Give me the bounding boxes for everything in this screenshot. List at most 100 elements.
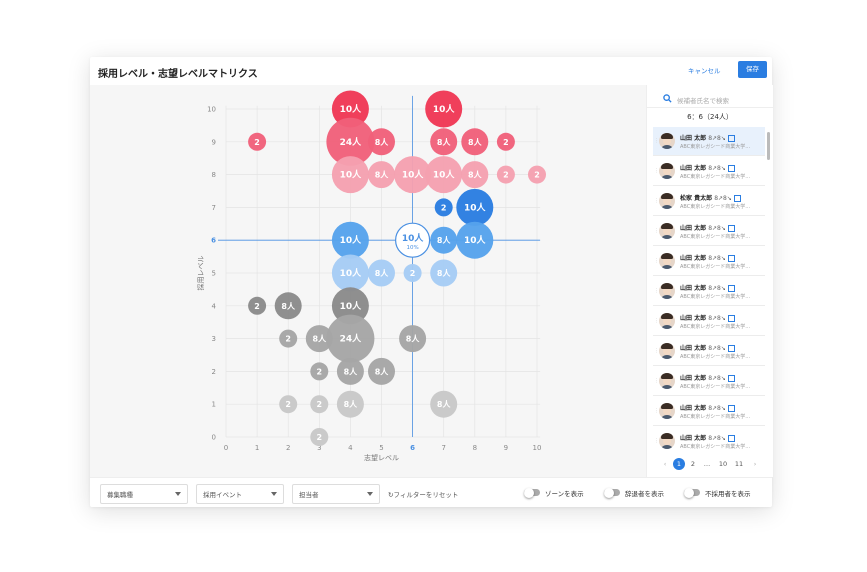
candidate-row[interactable]: ⋮ 山田 太郎 8↗8↘ ABC東京レガシード商業大学… xyxy=(653,367,765,396)
bubble[interactable] xyxy=(434,198,453,217)
external-link-icon[interactable] xyxy=(727,255,735,262)
next-page-button[interactable]: › xyxy=(753,460,757,468)
drag-handle-icon[interactable]: ⋮ xyxy=(654,378,659,384)
external-link-icon[interactable] xyxy=(727,375,735,382)
reset-filter-button[interactable]: ↻フィルターをリセット xyxy=(388,489,458,499)
bubble[interactable] xyxy=(403,264,422,282)
bubble[interactable] xyxy=(331,156,369,194)
drag-handle-icon[interactable]: ⋮ xyxy=(654,438,659,444)
page-button[interactable]: 11 xyxy=(734,460,744,468)
external-link-icon[interactable] xyxy=(727,405,735,412)
bubble[interactable] xyxy=(274,292,302,320)
candidate-row[interactable]: ⋮ 山田 太郎 8↗8↘ ABC東京レガシード商業大学… xyxy=(653,397,765,426)
cancel-button[interactable]: キャンセル xyxy=(688,67,721,75)
bubble[interactable] xyxy=(461,128,489,156)
external-link-icon[interactable] xyxy=(727,345,735,352)
bubble[interactable] xyxy=(496,165,515,184)
list-scrollbar[interactable] xyxy=(767,132,770,160)
candidate-row[interactable]: ⋮ 山田 太郎 8↗8↘ ABC東京レガシード商業大学… xyxy=(653,157,765,186)
bubble[interactable] xyxy=(425,90,463,128)
bubble[interactable] xyxy=(425,156,463,194)
drag-handle-icon[interactable]: ⋮ xyxy=(654,138,659,144)
bubble[interactable] xyxy=(279,329,298,348)
bubble[interactable] xyxy=(331,287,369,325)
bubble[interactable] xyxy=(336,357,364,385)
bubble[interactable] xyxy=(305,325,333,353)
drag-handle-icon[interactable]: ⋮ xyxy=(654,288,659,294)
external-link-icon[interactable] xyxy=(727,165,735,172)
external-link-icon[interactable] xyxy=(733,195,741,202)
bubble[interactable] xyxy=(496,132,515,151)
selected-bubble[interactable] xyxy=(395,222,431,258)
assignee-select[interactable]: 担当者 xyxy=(292,484,380,504)
bubble[interactable] xyxy=(430,128,458,156)
external-link-icon[interactable] xyxy=(727,435,735,442)
bubble[interactable] xyxy=(528,165,546,184)
bubble[interactable] xyxy=(248,132,267,151)
event-select[interactable]: 採用イベント xyxy=(196,484,284,504)
drag-handle-icon[interactable]: ⋮ xyxy=(654,168,659,174)
bubble[interactable] xyxy=(368,259,395,287)
drag-handle-icon[interactable]: ⋮ xyxy=(654,348,659,354)
drag-handle-icon[interactable]: ⋮ xyxy=(654,228,659,234)
matrix-chart[interactable]: 0 1 2 3 4 5 6 7 8 9 10 0 1 2 3 4 5 6 7 8 9 10 志望レベル 採用レベル 10人 10人… xyxy=(90,85,646,477)
external-link-icon[interactable] xyxy=(727,135,735,142)
candidate-row[interactable]: ⋮ 山田 太郎 8↗8↘ ABC東京レガシード商業大学… xyxy=(653,427,765,452)
bubble[interactable] xyxy=(399,325,427,353)
page-button[interactable]: … xyxy=(703,460,711,468)
bubble[interactable] xyxy=(331,221,369,259)
bubble[interactable] xyxy=(430,259,458,287)
candidate-row[interactable]: ⋮ 山田 太郎 8↗8↘ ABC東京レガシード商業大学… xyxy=(653,277,765,306)
drag-handle-icon[interactable]: ⋮ xyxy=(654,318,659,324)
drag-handle-icon[interactable]: ⋮ xyxy=(654,258,659,264)
bubble[interactable] xyxy=(394,156,432,194)
bubble[interactable] xyxy=(248,296,267,315)
external-link-icon[interactable] xyxy=(727,315,735,322)
bubble[interactable] xyxy=(461,161,489,189)
search-icon xyxy=(663,94,672,103)
avatar xyxy=(659,193,675,209)
toggle-knob xyxy=(604,488,614,498)
bubble[interactable] xyxy=(336,390,364,418)
toggle-label: ゾーンを表示 xyxy=(545,490,584,498)
avatar xyxy=(659,283,675,299)
candidate-search[interactable]: 候補者氏名で検索 xyxy=(663,93,767,107)
bubble[interactable] xyxy=(279,395,298,414)
candidate-row[interactable]: ⋮ 山田 太郎 8↗8↘ ABC東京レガシード商業大学… xyxy=(653,247,765,276)
job-type-select[interactable]: 募集職種 xyxy=(100,484,188,504)
bubble[interactable] xyxy=(430,226,458,254)
external-link-icon[interactable] xyxy=(727,225,735,232)
bubble[interactable] xyxy=(368,161,395,189)
page-button[interactable]: 1 xyxy=(673,458,685,470)
external-link-icon[interactable] xyxy=(727,285,735,292)
bubble[interactable] xyxy=(326,314,375,363)
bubble[interactable] xyxy=(368,128,395,156)
bubble[interactable] xyxy=(310,362,329,381)
candidate-row[interactable]: ⋮ 山田 太郎 8↗8↘ ABC東京レガシード商業大学… xyxy=(653,217,765,246)
candidate-row[interactable]: ⋮ 山田 太郎 8↗8↘ ABC東京レガシード商業大学… xyxy=(653,337,765,366)
page-button[interactable]: 10 xyxy=(718,460,728,468)
save-button[interactable]: 保存 xyxy=(738,61,767,78)
bubble[interactable] xyxy=(430,390,458,418)
x-axis-label: 志望レベル xyxy=(364,453,399,462)
bubble[interactable] xyxy=(331,254,369,292)
prev-page-button[interactable]: ‹ xyxy=(663,460,667,468)
drag-handle-icon[interactable]: ⋮ xyxy=(654,408,659,414)
search-input[interactable]: 候補者氏名で検索 xyxy=(677,97,729,105)
bubble[interactable] xyxy=(368,357,395,385)
candidate-list: ⋮ 山田 太郎 8↗8↘ ABC東京レガシード商業大学… ⋮ 山田 太郎 8↗8↘ ABC… xyxy=(647,127,765,452)
candidate-row[interactable]: ⋮ 山田 太郎 8↗8↘ ABC東京レガシード商業大学… xyxy=(653,307,765,336)
candidate-school: ABC東京レガシード商業大学… xyxy=(680,144,751,150)
bubble[interactable] xyxy=(310,395,329,414)
bubble[interactable] xyxy=(331,90,369,128)
bubble[interactable] xyxy=(326,117,375,166)
candidate-row[interactable]: ⋮ 松家 貴太郎 8↗8↘ ABC東京レガシード商業大学… xyxy=(653,187,765,216)
y-tick-label: 1 xyxy=(212,401,216,409)
drag-handle-icon[interactable]: ⋮ xyxy=(654,198,659,204)
candidate-row[interactable]: ⋮ 山田 太郎 8↗8↘ ABC東京レガシード商業大学… xyxy=(653,127,765,156)
bubble[interactable] xyxy=(456,221,494,259)
candidate-school: ABC東京レガシード商業大学… xyxy=(680,354,751,360)
page-button[interactable]: 2 xyxy=(690,460,696,468)
bubble[interactable] xyxy=(310,428,329,446)
bubble[interactable] xyxy=(456,188,494,226)
